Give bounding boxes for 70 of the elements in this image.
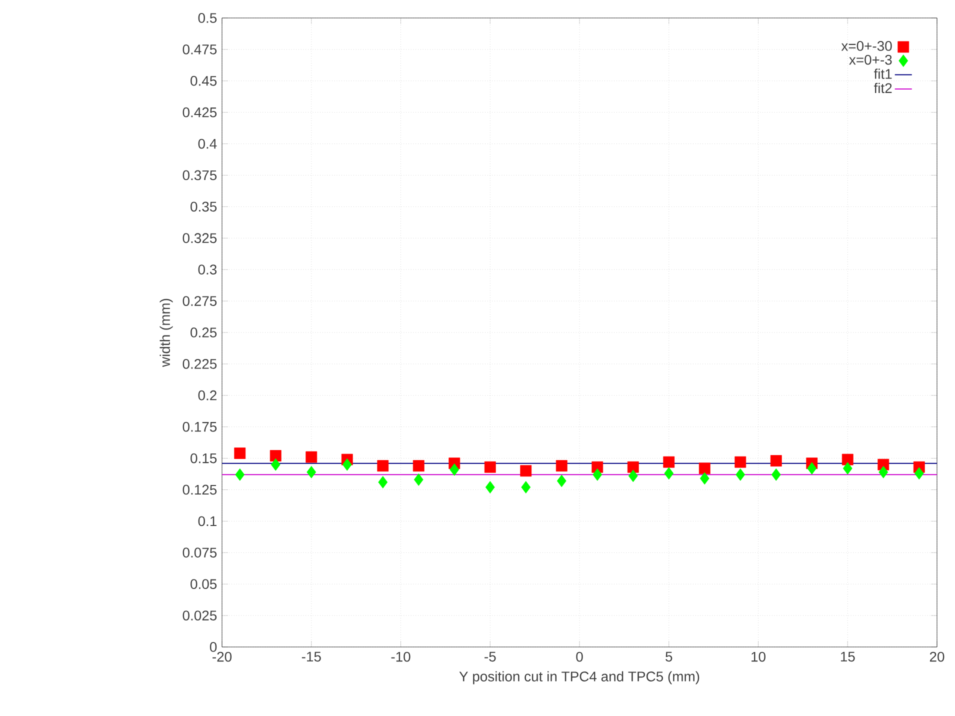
y-tick-label: 0.025 — [182, 610, 217, 620]
point — [378, 476, 388, 488]
y-tick-label: 0.15 — [190, 453, 217, 464]
point — [698, 462, 710, 474]
point — [842, 454, 854, 466]
y-tick-label: 0.225 — [182, 358, 217, 369]
x-tick-label: 0 — [576, 652, 583, 662]
point — [306, 451, 318, 463]
legend-label: fit1 — [874, 68, 892, 79]
y-tick-label: 0.075 — [182, 548, 217, 558]
y-axis-title: width (mm) — [160, 298, 173, 367]
y-tick-label: 0.25 — [190, 328, 217, 338]
point — [520, 465, 532, 477]
y-tick-label: 0.475 — [182, 44, 217, 54]
point — [234, 448, 246, 459]
point — [700, 472, 710, 485]
y-tick-label: 0.4 — [198, 138, 217, 149]
legend-label: x=0+-3 — [849, 54, 892, 65]
point — [627, 461, 639, 473]
x-tick-label: 5 — [666, 652, 672, 662]
point — [484, 461, 496, 473]
y-tick-label: 0.125 — [182, 484, 217, 495]
y-tick-label: 0.325 — [182, 233, 217, 244]
point — [736, 468, 746, 481]
point — [412, 460, 424, 472]
y-tick-label: 0.05 — [190, 579, 217, 590]
y-tick-label: 0.175 — [182, 422, 217, 432]
x-tick-label: 15 — [840, 652, 855, 662]
x-axis-title: Y position cut in TPC4 and TPC5 (mm) — [459, 671, 700, 684]
point — [235, 468, 245, 481]
y-tick-label: 0.45 — [190, 76, 217, 86]
x-tick-label: 10 — [752, 652, 766, 662]
legend-label: fit2 — [874, 82, 892, 94]
point — [592, 468, 602, 481]
point — [377, 460, 389, 472]
y-tick-label: 0 — [210, 642, 217, 652]
point — [664, 467, 674, 480]
y-tick-label: 0.35 — [190, 202, 217, 212]
point — [556, 474, 566, 488]
x-tick-label: 20 — [930, 652, 944, 662]
y-tick-label: 0.275 — [182, 296, 217, 306]
point — [342, 458, 352, 471]
y-tick-label: 0.425 — [182, 107, 217, 118]
point — [414, 473, 424, 486]
point — [521, 481, 531, 494]
point — [270, 458, 280, 471]
point — [734, 456, 746, 468]
point — [914, 467, 924, 480]
point — [842, 462, 852, 475]
y-tick-label: 0.5 — [198, 13, 217, 23]
point — [306, 466, 316, 478]
point — [771, 468, 781, 481]
y-tick-label: 0.3 — [198, 264, 217, 275]
x-tick-label: -5 — [484, 652, 496, 662]
point — [770, 455, 782, 466]
point — [450, 463, 460, 476]
y-tick-label: 0.1 — [198, 516, 216, 526]
x-tick-label: -15 — [302, 652, 321, 662]
x-tick-label: -10 — [391, 652, 410, 662]
point — [270, 450, 282, 462]
y-tick-label: 0.2 — [198, 390, 216, 400]
y-tick-label: 0.375 — [182, 170, 217, 180]
point — [628, 470, 638, 482]
point — [878, 466, 888, 478]
point — [663, 456, 675, 468]
point — [556, 460, 568, 472]
legend-label: x=0+-30 — [841, 41, 892, 51]
x-tick-label: -20 — [212, 652, 232, 662]
point — [807, 462, 817, 475]
point — [485, 481, 495, 494]
